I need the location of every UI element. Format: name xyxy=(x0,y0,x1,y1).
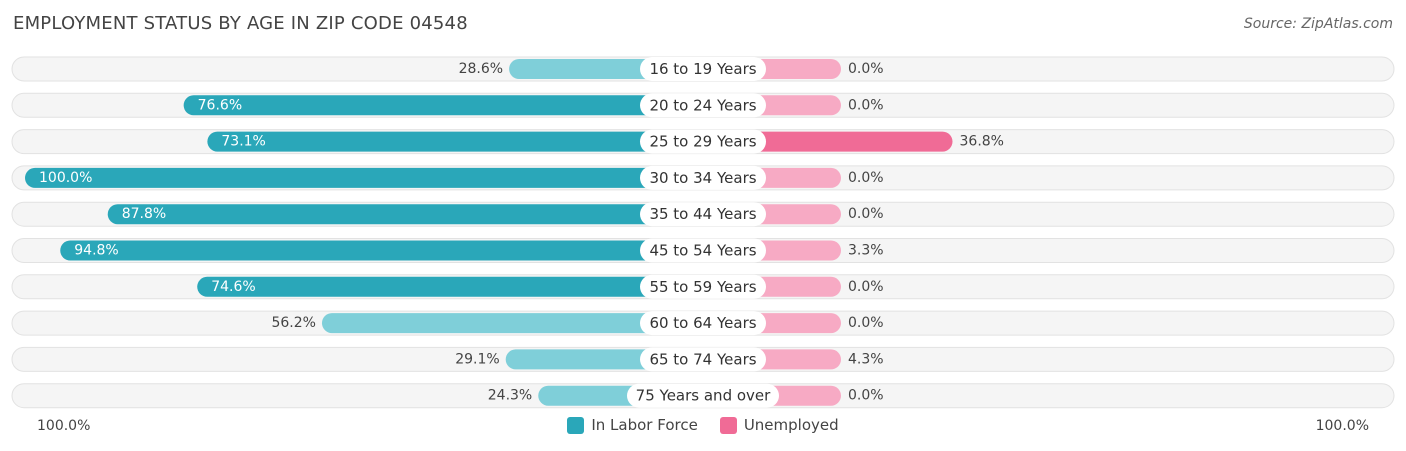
unemployed-value-label: 3.3% xyxy=(848,243,884,259)
labor-force-value-label: 73.1% xyxy=(221,134,265,150)
labor-force-value-label: 94.8% xyxy=(74,243,118,259)
category-label: 20 to 24 Years xyxy=(649,96,756,114)
unemployed-bar xyxy=(703,131,953,152)
category-label: 45 to 54 Years xyxy=(649,242,756,260)
category-pill xyxy=(640,129,766,154)
category-label: 16 to 19 Years xyxy=(649,60,756,78)
labor-force-bar xyxy=(197,276,703,297)
unemployed-value-label: 0.0% xyxy=(848,206,884,222)
unemployed-value-label: 0.0% xyxy=(848,61,884,77)
labor-force-value-label: 28.6% xyxy=(459,61,503,77)
unemployed-value-label: 4.3% xyxy=(848,351,884,367)
category-pill xyxy=(640,347,766,372)
legend: In Labor Force Unemployed xyxy=(0,416,1406,434)
category-pill xyxy=(640,274,766,299)
category-label: 75 Years and over xyxy=(636,387,771,405)
category-label: 60 to 64 Years xyxy=(649,314,756,332)
legend-swatch-labor-force xyxy=(567,416,585,434)
unemployed-value-label: 0.0% xyxy=(848,97,884,113)
category-pill xyxy=(627,383,779,408)
unemployed-value-label: 0.0% xyxy=(848,388,884,404)
category-pill xyxy=(640,57,766,81)
legend-item-labor-force: In Labor Force xyxy=(567,416,698,434)
category-pill xyxy=(640,311,766,336)
category-label: 30 to 34 Years xyxy=(649,169,756,187)
axis-right-label: 100.0% xyxy=(1315,418,1369,434)
category-pill xyxy=(640,93,766,118)
legend-label-unemployed: Unemployed xyxy=(743,416,839,434)
labor-force-value-label: 24.3% xyxy=(488,388,532,404)
labor-force-bar xyxy=(107,204,703,225)
source-label: Source: ZipAtlas.com xyxy=(1243,16,1393,32)
chart-title: EMPLOYMENT STATUS BY AGE IN ZIP CODE 045… xyxy=(13,13,468,34)
category-pill xyxy=(640,202,766,227)
axis-left-label: 100.0% xyxy=(37,418,91,434)
labor-force-value-label: 74.6% xyxy=(211,279,255,295)
labor-force-value-label: 100.0% xyxy=(39,170,92,186)
category-pill xyxy=(640,165,766,190)
unemployed-value-label: 36.8% xyxy=(960,134,1004,150)
labor-force-bar xyxy=(25,167,703,188)
category-label: 65 to 74 Years xyxy=(649,350,756,368)
labor-force-value-label: 29.1% xyxy=(455,351,499,367)
labor-force-bar xyxy=(183,95,704,116)
legend-label-labor-force: In Labor Force xyxy=(591,416,698,434)
category-label: 35 to 44 Years xyxy=(649,205,756,223)
labor-force-value-label: 76.6% xyxy=(198,97,242,113)
labor-force-value-label: 87.8% xyxy=(122,206,166,222)
category-label: 55 to 59 Years xyxy=(649,278,756,296)
legend-swatch-unemployed xyxy=(719,416,737,434)
category-label: 25 to 29 Years xyxy=(649,133,756,151)
unemployed-value-label: 0.0% xyxy=(848,315,884,331)
category-pill xyxy=(640,238,766,263)
labor-force-bar xyxy=(207,131,703,152)
labor-force-bar xyxy=(60,240,704,261)
legend-item-unemployed: Unemployed xyxy=(719,416,839,434)
chart-area: 28.6% 0.0% 16 to 19 Years 76.6% 0.0% 20 to 24… xyxy=(11,56,1395,409)
labor-force-bar xyxy=(321,313,703,334)
unemployed-value-label: 0.0% xyxy=(848,170,884,186)
labor-force-value-label: 56.2% xyxy=(271,315,315,331)
unemployed-value-label: 0.0% xyxy=(848,279,884,295)
